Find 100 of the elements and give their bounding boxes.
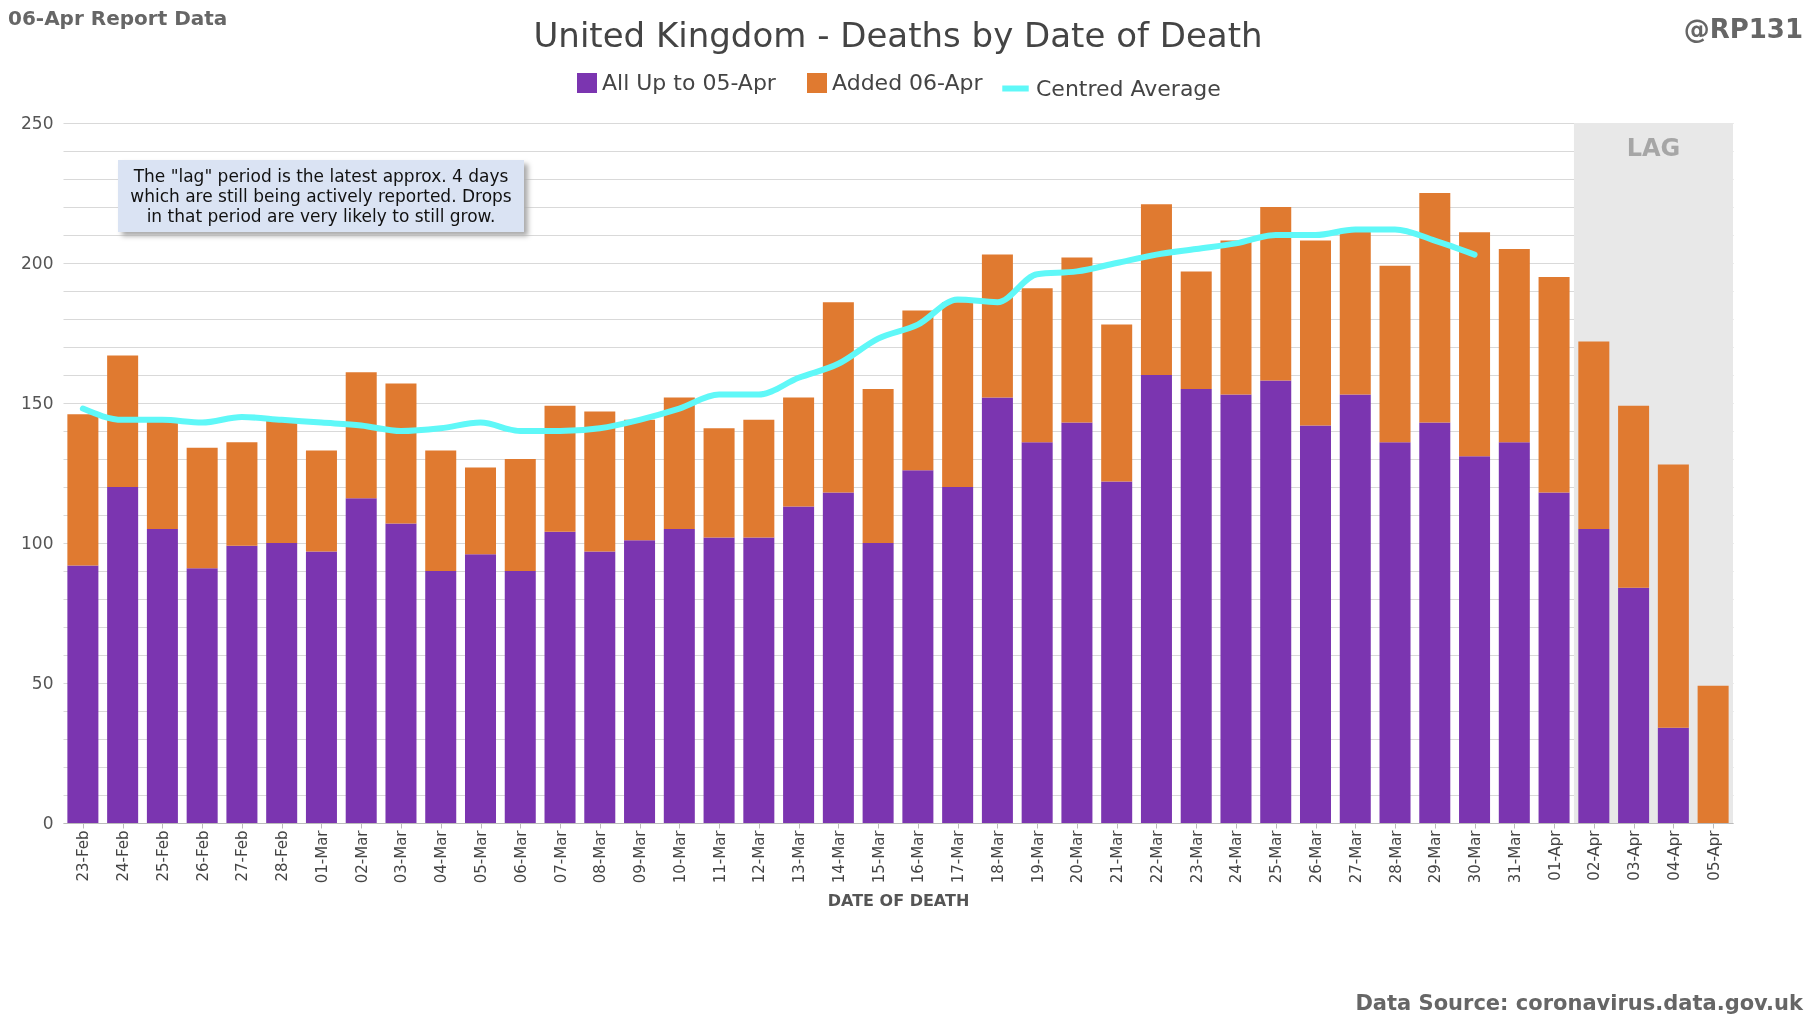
bar [1618,405,1650,588]
y-tick-label: 150 [21,392,54,413]
bar [822,492,854,823]
x-tick-label: 25-Feb [153,830,172,882]
bar [1618,587,1650,823]
bar [1379,442,1411,823]
bar [902,470,934,823]
x-tick-label: 27-Feb [233,830,252,882]
bar [385,383,417,524]
chart-title: United Kingdom - Deaths by Date of Death [533,15,1263,55]
x-tick-label: 26-Mar [1307,829,1325,884]
bar [1538,492,1570,823]
legend-label: All Up to 05-Apr [602,70,777,95]
bar [226,545,258,823]
bar [67,565,99,823]
bar [425,450,457,571]
bar [266,419,298,543]
bar [1339,229,1371,395]
bar [584,551,616,823]
bar [544,531,576,823]
bar [743,537,775,823]
annotation: The "lag" period is the latest approx. 4 days which are still being actively reported. Drops in that period are very likely to still grow. [118,160,524,232]
bar [1459,456,1491,823]
bar [504,571,536,823]
bar [1260,380,1292,823]
bar [186,568,218,823]
bar [862,389,894,543]
bar [663,397,695,529]
bar [1140,375,1172,823]
x-tick-label: 10-Mar [670,829,689,884]
bar [1538,277,1570,493]
bar [1180,271,1212,389]
x-tick-label: 01-Mar [312,829,331,884]
bar [544,405,576,532]
y-tick-label: 100 [21,532,54,553]
x-tick-label: 18-Mar [988,829,1007,884]
bar [305,450,337,552]
x-tick-label: 25-Mar [1267,829,1286,884]
x-tick-label: 30-Mar [1466,829,1485,884]
bar [783,506,815,823]
x-tick-label: 22-Mar [1147,829,1166,884]
x-tick-label: 13-Mar [790,829,809,884]
bar [743,419,775,538]
bar [1459,232,1491,457]
x-tick-label: 08-Mar [591,829,610,884]
text: @RP131 [1683,14,1803,44]
band-label: LAG [1626,134,1681,162]
bar [981,254,1013,398]
x-tick-label: 26-Feb [193,830,212,882]
bar [1260,207,1292,381]
bar [584,411,616,552]
legend-label: Added 06-Apr [832,70,984,95]
bar [1498,249,1530,443]
bar [1140,204,1172,375]
y-tick-label: 250 [21,112,54,133]
x-tick-label: 19-Mar [1028,829,1047,884]
bar [1021,288,1053,443]
bar [703,537,735,823]
bar [226,442,258,546]
bar [1697,685,1729,823]
y-tick-label: 0 [42,812,54,833]
x-tick-label: 02-Apr [1585,829,1604,881]
bar [464,554,497,823]
bar [146,529,178,823]
bar [305,551,337,823]
x-tick-label: 31-Mar [1505,829,1524,884]
x-tick-label: 21-Mar [1108,829,1127,884]
bar [1379,265,1411,443]
x-tick-label: 05-Apr [1704,829,1723,881]
bar [1061,257,1093,423]
bar [624,419,656,541]
bar [902,310,934,471]
bar [1101,324,1133,482]
x-tick-label: 11-Mar [710,829,729,884]
x-tick-label: 20-Mar [1068,829,1087,884]
bar [1021,442,1053,823]
x-tick-label: 05-Mar [472,829,490,884]
bar [1299,425,1332,823]
bar [1657,464,1689,728]
bar [663,529,695,823]
bar [822,302,854,493]
y-tick-label: 200 [21,252,54,273]
x-tick-label: 23-Mar [1187,829,1206,884]
x-tick-label: 07-Mar [551,829,570,884]
x-tick-label: 23-Feb [74,830,93,882]
bar [1061,422,1093,823]
x-tick-label: 01-Apr [1545,829,1564,881]
bar [1220,240,1252,395]
bar [1498,442,1530,823]
x-tick-label: 03-Apr [1625,829,1644,881]
bar [345,498,377,823]
x-tick-label: 17-Mar [949,829,968,884]
bar [1220,394,1252,823]
x-tick-label: 04-Mar [432,829,451,884]
bar [385,523,417,823]
bar [783,397,815,507]
x-tick-label: 09-Mar [631,829,650,884]
bar [266,543,298,823]
x-tick-label: 12-Mar [750,829,769,884]
x-tick-label: 04-Apr [1664,829,1683,881]
